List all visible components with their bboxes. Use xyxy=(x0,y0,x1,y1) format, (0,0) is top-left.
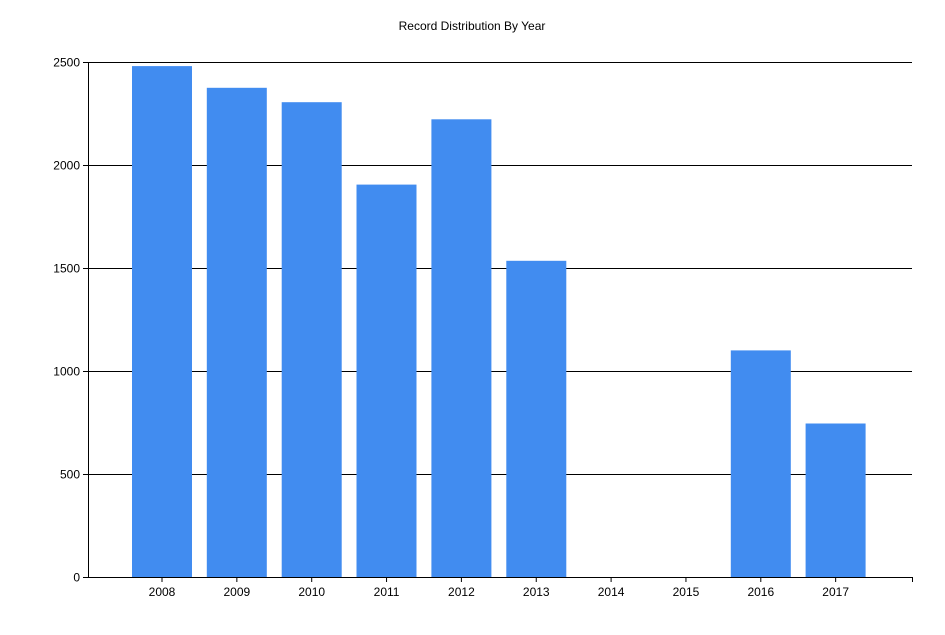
x-tick-label: 2010 xyxy=(298,585,325,599)
bar-2012 xyxy=(431,119,492,578)
y-tick-label: 0 xyxy=(73,571,80,585)
bar-2017 xyxy=(805,423,866,577)
x-tick-label: 2017 xyxy=(822,585,849,599)
x-tick-label: 2013 xyxy=(523,585,550,599)
bar-2011 xyxy=(356,184,417,577)
y-tick-label: 2500 xyxy=(53,56,80,70)
y-axis-tick-labels: 0 500 1000 1500 2000 2500 xyxy=(53,56,80,585)
x-tick-label: 2012 xyxy=(448,585,475,599)
bar-2013 xyxy=(506,260,567,577)
y-tick-label: 2000 xyxy=(53,159,80,173)
x-tick-label: 2014 xyxy=(598,585,625,599)
bar-2010 xyxy=(281,102,342,577)
x-tick-label: 2015 xyxy=(673,585,700,599)
y-tick-label: 1500 xyxy=(53,262,80,276)
x-tick-label: 2009 xyxy=(223,585,250,599)
bar-2008 xyxy=(132,66,192,577)
y-tick-label: 500 xyxy=(60,468,80,482)
x-tick-label: 2008 xyxy=(149,585,176,599)
x-axis-tick-labels: 2008 2009 2010 2011 2012 2013 2014 2015 2016 2017 xyxy=(149,585,850,599)
y-tick-label: 1000 xyxy=(53,365,80,379)
x-tick-label: 2011 xyxy=(374,585,400,599)
chart-title: Record Distribution By Year xyxy=(399,19,546,33)
bars xyxy=(132,66,866,578)
bar-2009 xyxy=(206,87,267,578)
x-tick-label: 2016 xyxy=(747,585,774,599)
axes xyxy=(83,62,913,582)
bar-2016 xyxy=(730,350,791,577)
